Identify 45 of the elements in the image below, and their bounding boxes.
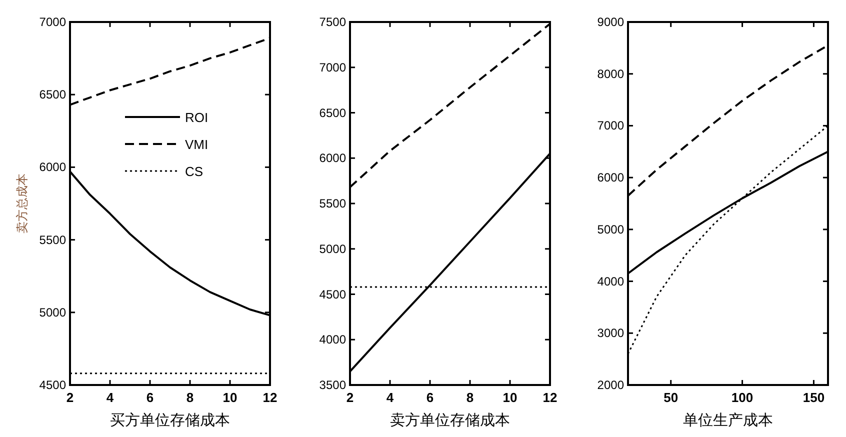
y-tick-label: 6000 [39,160,66,174]
x-tick-label: 50 [664,390,678,405]
y-tick-label: 7000 [39,15,66,29]
x-tick-label: 2 [66,390,74,405]
x-tick-label: 10 [502,390,518,405]
y-tick-label: 7500 [319,15,346,29]
x-tick-label: 2 [346,390,354,405]
y-tick-label: 3500 [319,378,346,392]
y-tick-label: 6000 [597,170,624,185]
x-axis-title: 买方单位存储成本 [110,412,230,429]
x-tick-label: 6 [426,390,434,405]
y-tick-label: 2000 [597,378,624,392]
y-tick-label: 7000 [597,118,624,133]
legend-label: CS [185,164,204,179]
x-tick-label: 8 [186,390,194,405]
y-tick-label: 6500 [319,106,346,120]
legend-label: VMI [185,137,208,152]
y-tick-label: 6000 [319,151,346,166]
y-tick-label: 5000 [39,305,66,320]
y-tick-label: 5500 [39,232,66,247]
y-tick-label: 7000 [319,60,346,74]
x-tick-label: 10 [222,390,238,405]
y-axis-title: 卖方总成本 [15,174,29,234]
x-tick-label: 12 [542,390,558,405]
x-tick-label: 4 [386,390,394,405]
y-tick-label: 4000 [319,332,346,347]
y-tick-label: 9000 [597,15,624,29]
y-tick-label: 4500 [319,287,346,302]
y-tick-label: 4000 [597,274,624,288]
y-tick-label: 5500 [319,196,346,210]
y-tick-label: 8000 [597,66,624,81]
x-tick-label: 8 [466,390,474,405]
x-tick-label: 12 [262,390,278,405]
y-tick-label: 6500 [39,88,66,102]
y-tick-label: 5000 [597,222,624,236]
y-tick-label: 3000 [597,326,624,340]
y-tick-label: 5000 [319,242,346,256]
legend-label: ROI [185,110,208,125]
x-axis-title: 单位生产成本 [683,412,773,429]
x-tick-label: 100 [731,390,754,405]
x-tick-label: 4 [106,390,114,405]
y-tick-label: 4500 [39,378,66,392]
x-tick-label: 150 [802,390,825,405]
x-axis-title: 卖方单位存储成本 [390,412,510,429]
x-tick-label: 6 [146,390,154,405]
